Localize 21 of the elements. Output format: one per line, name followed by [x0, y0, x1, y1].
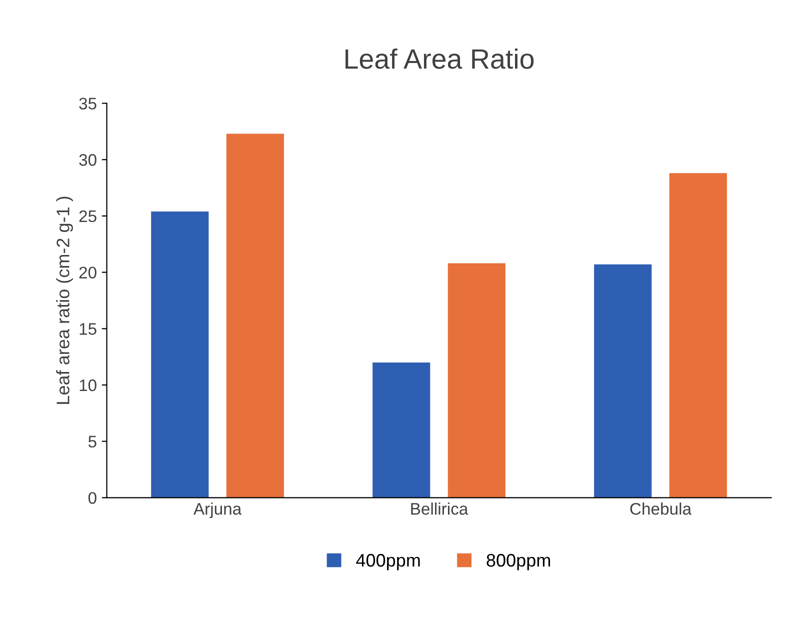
- bar: [448, 263, 506, 498]
- y-tick-label: 10: [80, 379, 96, 392]
- bar: [226, 134, 284, 498]
- bar: [372, 362, 430, 498]
- legend-label: 800ppm: [486, 554, 550, 570]
- y-tick-label: 5: [88, 436, 96, 448]
- x-tick-label: Bellirica: [411, 502, 468, 515]
- x-tick-label: Arjuna: [193, 502, 242, 518]
- bar: [594, 264, 652, 498]
- y-tick-label: 20: [79, 266, 96, 279]
- bar: [669, 173, 727, 498]
- legend-label: 400ppm: [356, 554, 420, 570]
- chart-title: Leaf Area Ratio: [346, 48, 534, 69]
- y-axis-title: Leaf area ratio (cm-2 g-1 ): [56, 196, 73, 404]
- bar: [151, 211, 209, 498]
- y-tick-label: 15: [80, 323, 96, 335]
- x-tick-label: Chebula: [630, 502, 692, 515]
- y-tick-label: 30: [79, 154, 96, 166]
- y-tick-label: 35: [79, 98, 96, 110]
- y-tick-label: 0: [88, 492, 96, 504]
- y-tick-label: 25: [79, 210, 96, 222]
